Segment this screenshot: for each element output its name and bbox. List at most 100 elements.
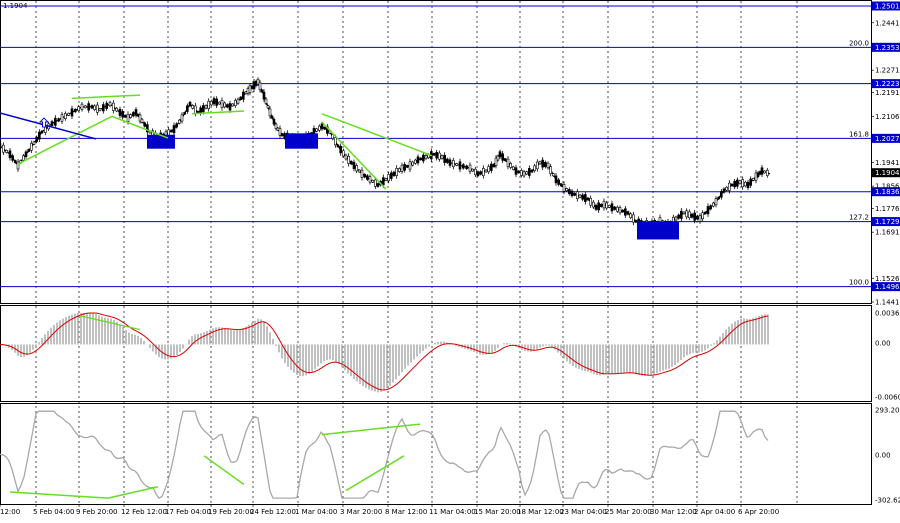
fib-price-label: 1.1729 xyxy=(875,218,900,226)
candle-body xyxy=(452,160,455,168)
candle-body xyxy=(528,168,531,176)
candle-body xyxy=(40,130,44,134)
candle-body xyxy=(395,167,398,176)
candle-body xyxy=(403,164,406,171)
candle-body xyxy=(252,81,256,90)
candle-body xyxy=(490,163,493,171)
candle-body xyxy=(77,106,80,111)
candle-body xyxy=(618,207,622,214)
candle-body xyxy=(358,169,361,173)
candle-body xyxy=(175,123,178,128)
candle-body xyxy=(525,171,528,175)
candle-body xyxy=(212,98,216,105)
candle-body xyxy=(339,146,342,154)
candle-body xyxy=(210,100,213,106)
candle-body xyxy=(350,161,353,165)
candle-body xyxy=(60,114,64,122)
candle-body xyxy=(484,169,488,173)
price-axis-tick-label: 1.1856 xyxy=(875,183,900,191)
time-axis-tick-label: 11 Mar 04:00 xyxy=(429,508,476,516)
candle-body xyxy=(239,96,242,100)
candle-body xyxy=(96,104,99,113)
candle-body xyxy=(738,180,742,184)
candle-body xyxy=(248,85,252,93)
blue-trend-line xyxy=(0,112,97,140)
candle-body xyxy=(501,153,504,161)
fib-price-box xyxy=(872,133,900,143)
time-axis-tick-label: 15 Mar 20:00 xyxy=(474,508,521,516)
candle-body xyxy=(422,154,425,162)
time-axis-tick-label: 19 Feb 20:00 xyxy=(208,508,254,516)
candle-body xyxy=(546,162,550,169)
axis-labels: 1.2441 1.2271 1.2191 1.2106 1.1941 1.1856 1.17… xyxy=(0,19,900,516)
candle-body xyxy=(557,179,560,185)
candle-body xyxy=(706,206,710,215)
candle-body xyxy=(419,157,422,161)
candle-body xyxy=(191,105,194,109)
price-axis-tick-label: 1.2191 xyxy=(875,89,900,97)
green-trend-line xyxy=(71,94,141,100)
candle-body xyxy=(67,112,70,116)
candle-body xyxy=(347,155,350,164)
cci-divergence-line xyxy=(9,491,109,499)
candle-body xyxy=(498,151,502,158)
candle-body xyxy=(258,82,262,91)
candle-body xyxy=(270,115,274,119)
candle-body xyxy=(597,202,600,211)
candle-body xyxy=(570,190,574,197)
candle-body xyxy=(476,171,480,177)
candle-body xyxy=(366,175,369,180)
candle-body xyxy=(336,144,340,148)
price-axis-tick-label: 1.1526 xyxy=(875,275,900,283)
price-axis-tick-label: 1.2271 xyxy=(875,67,900,75)
candle-body xyxy=(509,163,512,168)
fib-price-label: 1.2501 xyxy=(875,3,900,11)
candle-body xyxy=(479,171,482,175)
candle-body xyxy=(714,198,718,206)
candle-body xyxy=(250,85,254,89)
signal-box xyxy=(285,133,318,149)
candle-body xyxy=(27,149,30,152)
green-trend-line xyxy=(321,113,433,157)
candle-body xyxy=(320,123,324,130)
candle-body xyxy=(512,166,515,170)
candle-body xyxy=(199,107,202,114)
candle-body xyxy=(443,154,446,163)
candle-body xyxy=(218,101,221,105)
candle-body xyxy=(90,105,94,109)
candle-body xyxy=(411,161,414,166)
candle-body xyxy=(360,169,364,178)
time-axis-tick-label: 23 Mar 04:00 xyxy=(560,508,607,516)
candle-body xyxy=(538,161,542,165)
candle-body xyxy=(696,215,699,220)
candle-body xyxy=(318,125,321,131)
candle-body xyxy=(435,151,438,159)
candle-body xyxy=(87,103,90,111)
candle-body xyxy=(246,88,250,94)
candle-body xyxy=(384,178,388,181)
candle-body xyxy=(262,91,266,100)
cci-panel-frame xyxy=(0,403,872,505)
candle-body xyxy=(717,196,720,200)
candle-body xyxy=(387,174,390,181)
candle-body xyxy=(730,183,734,187)
fib-ratio-label: 161.8 xyxy=(849,130,869,138)
candle-body xyxy=(766,169,769,176)
candle-body xyxy=(408,161,412,170)
candle-body xyxy=(207,100,210,109)
candle-body xyxy=(608,205,611,208)
candle-body xyxy=(105,102,108,109)
candle-body xyxy=(74,108,77,113)
candle-body xyxy=(465,165,468,170)
candle-body xyxy=(280,133,284,137)
signal-box xyxy=(147,134,175,149)
candle-body xyxy=(416,156,420,164)
candle-body xyxy=(541,159,544,168)
cci-divergence-line xyxy=(345,455,405,492)
candle-body xyxy=(752,178,755,181)
candle-body xyxy=(260,89,264,93)
candle-body xyxy=(11,155,14,161)
fib-price-label: 1.1836 xyxy=(875,188,900,196)
candle-body xyxy=(685,210,688,218)
time-axis-tick-label: 12 Feb 12:00 xyxy=(121,508,167,516)
